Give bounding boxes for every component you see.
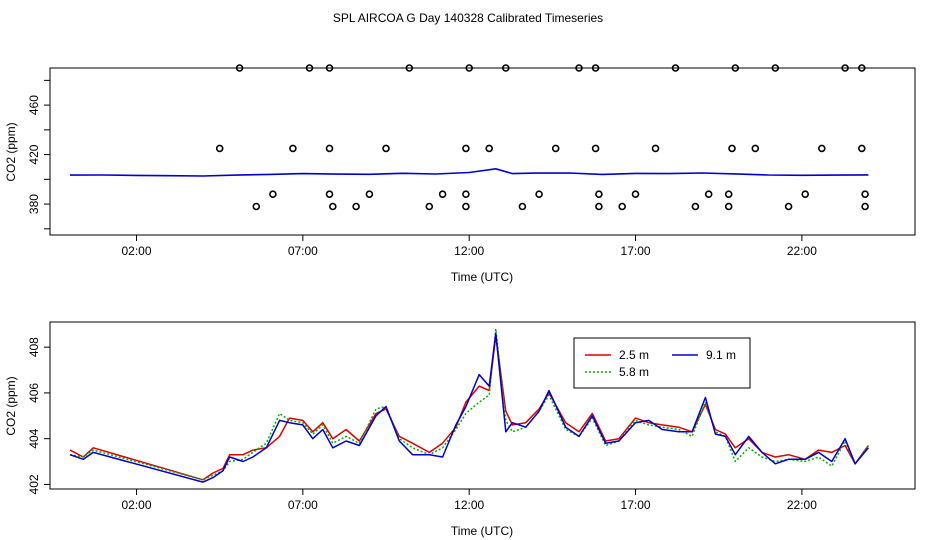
x-tick-label: 22:00 [787, 498, 817, 512]
scatter-point [465, 64, 474, 72]
scatter-point [215, 144, 224, 153]
scatter-point [501, 64, 510, 72]
x-tick-label: 12:00 [454, 244, 484, 258]
scatter-point [595, 202, 603, 211]
scatter-point [857, 64, 866, 72]
scatter-point [325, 64, 334, 72]
scatter-point [575, 64, 583, 72]
y-tick-label: 420 [27, 144, 41, 164]
scatter-point [235, 64, 244, 72]
scatter-point [704, 190, 713, 198]
scatter-points-top [215, 64, 869, 211]
scatter-point [325, 144, 334, 153]
scatter-point [691, 202, 700, 211]
x-tick-label: 07:00 [288, 498, 318, 512]
y-tick-label: 404 [27, 428, 41, 448]
y-tick-label: 406 [27, 383, 41, 403]
scatter-point [305, 64, 314, 72]
scatter-point [631, 190, 640, 198]
scatter-point [618, 202, 627, 211]
scatter-point [724, 190, 733, 198]
scatter-point [365, 190, 374, 198]
scatter-point [485, 144, 494, 153]
x-tick-label: 07:00 [288, 244, 318, 258]
x-tick-label: 02:00 [121, 498, 151, 512]
scatter-point [861, 190, 869, 198]
scatter-point [252, 202, 261, 211]
x-axis-top: 02:00 07:00 12:00 17:00 22:00 [121, 235, 817, 258]
series-line-2-5-m [69, 334, 870, 481]
scatter-point [462, 190, 470, 198]
scatter-point [801, 190, 810, 198]
xlabel-bottom: Time (UTC) [451, 524, 513, 538]
scatter-point [328, 202, 337, 211]
y-tick-label: 402 [27, 474, 41, 494]
x-tick-label: 12:00 [454, 498, 484, 512]
y-tick-label: 380 [27, 194, 41, 214]
panel-top: 02:00 07:00 12:00 17:00 22:00 380 420 460 Time… [4, 64, 916, 284]
scatter-point [289, 144, 297, 153]
x-axis-bottom: 02:00 07:00 12:00 17:00 22:00 [121, 489, 817, 512]
panel-bottom: 02:00 07:00 12:00 17:00 22:00 402 404 406 408 T… [4, 321, 916, 538]
ylabel-top: CO2 (ppm) [4, 122, 18, 181]
y-axis-top: 380 420 460 [27, 79, 50, 230]
scatter-point [751, 144, 760, 153]
scatter-point [731, 64, 740, 72]
scatter-point [595, 190, 603, 198]
x-tick-label: 17:00 [621, 244, 651, 258]
scatter-point [728, 144, 736, 153]
chart-title: SPL AIRCOA G Day 140328 Calibrated Times… [333, 11, 603, 25]
scatter-point [382, 144, 390, 153]
scatter-point [405, 64, 414, 72]
scatter-point [771, 64, 780, 72]
scatter-point [651, 144, 660, 153]
x-tick-label: 17:00 [621, 498, 651, 512]
scatter-point [425, 202, 434, 211]
scatter-point [784, 202, 793, 211]
scatter-point [857, 144, 866, 153]
scatter-point [817, 144, 826, 153]
plot-frame-bottom [49, 321, 916, 490]
series-line-5-8-m [69, 328, 870, 481]
legend-label-9-1m: 9.1 m [706, 348, 736, 362]
series-lines-bottom [69, 328, 870, 483]
scatter-point [269, 190, 277, 198]
ylabel-bottom: CO2 (ppm) [4, 376, 18, 435]
legend-box [573, 337, 751, 389]
scatter-point [518, 202, 527, 211]
scatter-point [462, 202, 470, 211]
scatter-point [438, 190, 447, 198]
y-tick-label: 460 [27, 95, 41, 115]
series-line-9-1-m [69, 332, 869, 483]
legend-label-2-5m: 2.5 m [619, 348, 649, 362]
series-line-top [69, 167, 869, 177]
x-tick-label: 02:00 [121, 244, 151, 258]
scatter-point [325, 190, 334, 198]
scatter-point [841, 64, 849, 72]
scatter-point [535, 190, 543, 198]
x-tick-label: 22:00 [787, 244, 817, 258]
scatter-point [591, 144, 600, 153]
scatter-point [462, 144, 470, 153]
y-tick-label: 408 [27, 337, 41, 357]
scatter-point [861, 202, 869, 211]
scatter-point [551, 144, 560, 153]
legend: 2.5 m 9.1 m 5.8 m [573, 337, 751, 389]
xlabel-top: Time (UTC) [451, 270, 513, 284]
plot-frame-top [49, 67, 916, 236]
scatter-point [724, 202, 733, 211]
scatter-point [352, 202, 360, 211]
y-axis-bottom: 402 404 406 408 [27, 337, 50, 494]
scatter-point [591, 64, 600, 72]
scatter-point [671, 64, 680, 72]
legend-label-5-8m: 5.8 m [619, 365, 649, 379]
